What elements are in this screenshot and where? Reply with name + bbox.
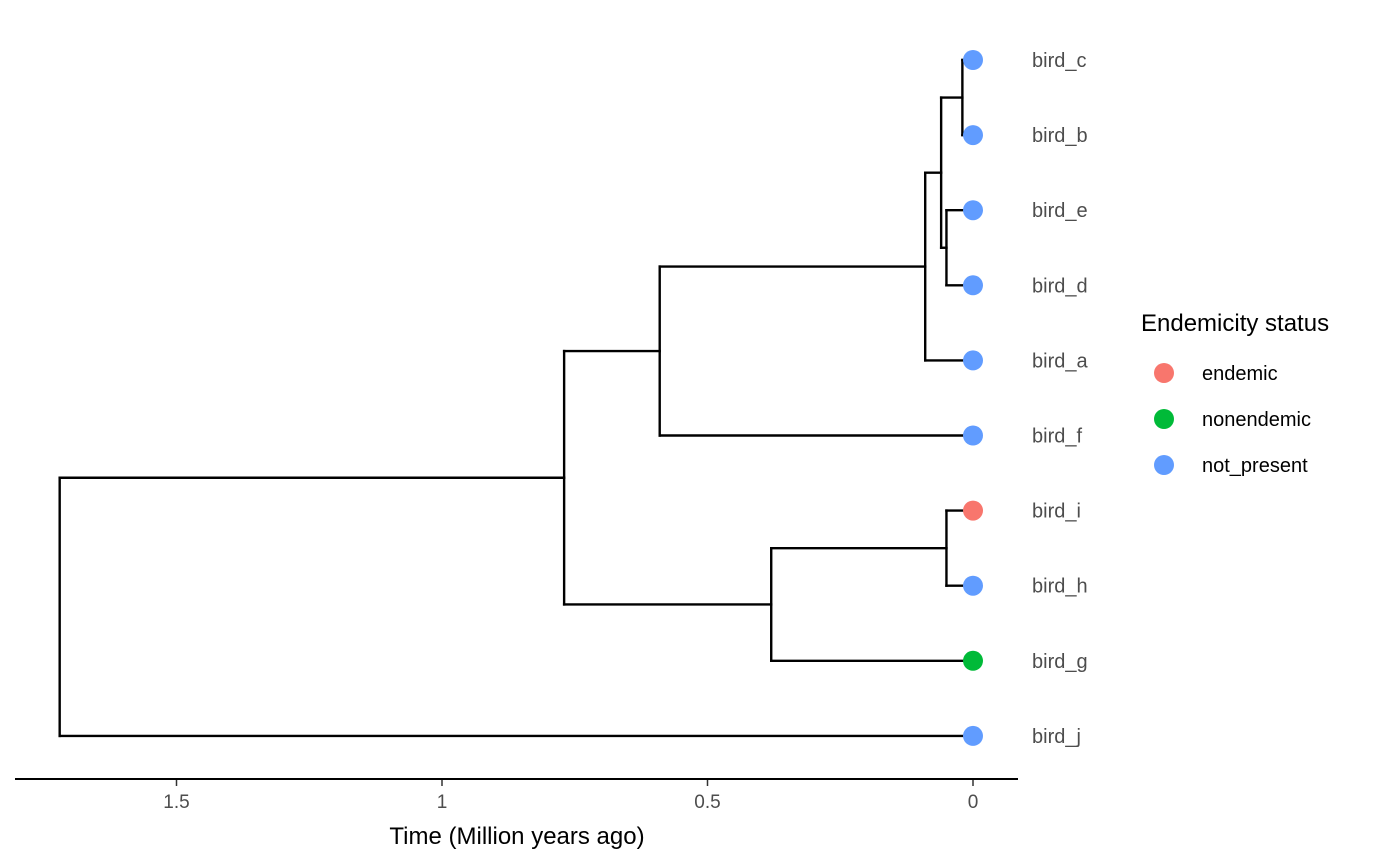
tip-label-bird_j: bird_j (1032, 726, 1081, 748)
tip-point-bird_f (963, 425, 983, 446)
x-axis: 1.5 1 0.5 0 Time (Million years ago) (15, 778, 1018, 850)
x-tick-label: 0.5 (694, 792, 720, 813)
legend-key-nonendemic (1154, 409, 1174, 429)
tip-label-bird_h: bird_h (1032, 576, 1088, 598)
tip-label-bird_f: bird_f (1032, 426, 1082, 448)
x-tick-label: 0 (968, 792, 979, 813)
tip-point-bird_b (963, 125, 983, 146)
tip-point-bird_e (963, 200, 983, 221)
legend-label-endemic: endemic (1202, 363, 1278, 385)
x-tick-label: 1 (437, 792, 448, 813)
tip-point-bird_a (963, 350, 983, 371)
tree-branches (58, 58, 975, 738)
tip-point-bird_g (963, 650, 983, 671)
x-axis-title: Time (Million years ago) (389, 823, 644, 850)
tip-point-bird_d (963, 275, 983, 296)
x-ticks: 1.5 1 0.5 0 (163, 780, 978, 813)
tip-point-bird_i (963, 500, 983, 521)
tip-label-bird_b: bird_b (1032, 125, 1088, 147)
tip-point-bird_c (963, 50, 983, 70)
tip-label-bird_d: bird_d (1032, 275, 1088, 297)
legend-title: Endemicity status (1141, 310, 1329, 337)
legend-label-not_present: not_present (1202, 455, 1308, 477)
tip-points (963, 50, 983, 746)
tip-labels: bird_c bird_b bird_e bird_d bird_a bird_fbird… (1032, 50, 1088, 748)
tip-label-bird_i: bird_i (1032, 501, 1081, 523)
tip-label-bird_c: bird_c (1032, 50, 1086, 72)
tip-point-bird_h (963, 575, 983, 596)
tip-label-bird_e: bird_e (1032, 200, 1088, 222)
tip-point-bird_j (963, 725, 983, 746)
legend-label-nonendemic: nonendemic (1202, 409, 1311, 431)
legend: Endemicity status endemic nonendemic not_p… (1141, 310, 1329, 477)
tip-label-bird_a: bird_a (1032, 350, 1088, 372)
legend-key-endemic (1154, 363, 1174, 383)
legend-key-not_present (1154, 455, 1174, 475)
x-tick-label: 1.5 (163, 792, 189, 813)
legend-entries: endemic nonendemic not_present (1154, 363, 1311, 477)
tip-label-bird_g: bird_g (1032, 651, 1088, 673)
